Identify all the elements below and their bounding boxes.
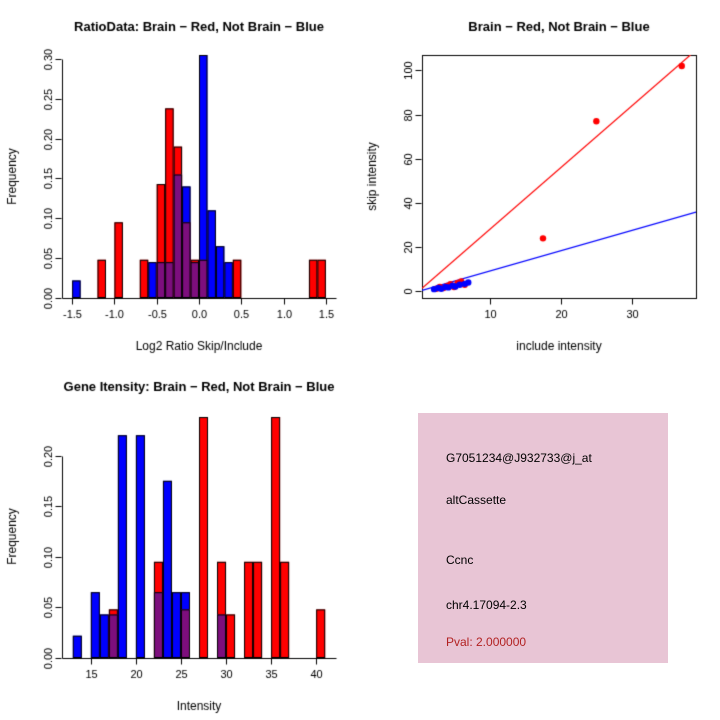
- pval-text: Pval: 2.000000: [446, 635, 527, 649]
- gene-intensity-histogram-chart: [0, 360, 360, 720]
- gene-info-box: G7051234@J932733@j_at altCassette Ccnc c…: [418, 413, 668, 663]
- intensity-scatter-panel: [360, 0, 720, 360]
- intensity-scatter-chart: [360, 0, 720, 360]
- gene-intensity-histogram-panel: [0, 360, 360, 720]
- probe-id-text: G7051234@J932733@j_at: [446, 451, 592, 465]
- gene-symbol-text: Ccnc: [446, 553, 474, 567]
- gene-info-panel: G7051234@J932733@j_at altCassette Ccnc c…: [360, 360, 720, 720]
- ratio-histogram-chart: [0, 0, 360, 360]
- ratio-histogram-panel: [0, 0, 360, 360]
- splice-type-text: altCassette: [446, 493, 507, 507]
- locus-text: chr4.17094-2.3: [446, 598, 527, 612]
